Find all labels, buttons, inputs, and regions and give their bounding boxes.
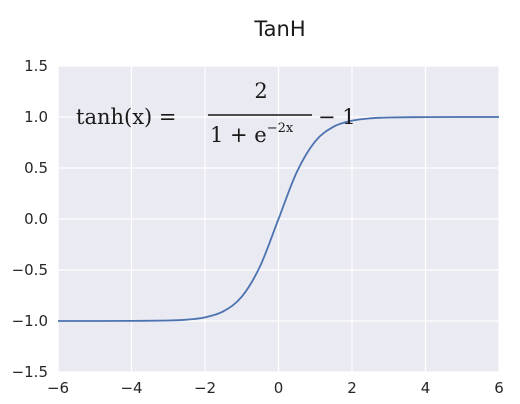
formula-lhs: tanh(x) = bbox=[76, 105, 177, 129]
y-axis-ticks: 1.5 1.0 0.5 0.0 −0.5 −1.0 −1.5 bbox=[12, 57, 48, 381]
y-tick-label: −1.0 bbox=[12, 312, 48, 330]
x-tick-label: 4 bbox=[421, 379, 431, 397]
tanh-curve bbox=[57, 116, 500, 322]
x-tick-label: −6 bbox=[47, 379, 69, 397]
x-tick-label: 2 bbox=[347, 379, 357, 397]
formula-denominator: 1 + e−2x bbox=[210, 121, 294, 147]
y-tick-label: 0.5 bbox=[24, 159, 48, 177]
x-axis-ticks: −6 −4 −2 0 2 4 6 bbox=[47, 379, 504, 397]
y-tick-label: 1.0 bbox=[24, 108, 48, 126]
formula-numerator: 2 bbox=[254, 79, 267, 103]
chart-title: TanH bbox=[253, 17, 305, 41]
x-tick-label: −2 bbox=[194, 379, 216, 397]
y-tick-label: 1.5 bbox=[24, 57, 48, 75]
formula-denominator-base: 1 + e bbox=[210, 123, 267, 147]
y-tick-label: −0.5 bbox=[12, 261, 48, 279]
y-tick-label: 0.0 bbox=[24, 210, 48, 228]
formula-tail: − 1 bbox=[318, 105, 356, 129]
x-tick-label: −4 bbox=[120, 379, 142, 397]
x-tick-label: 6 bbox=[494, 379, 504, 397]
x-tick-label: 0 bbox=[274, 379, 284, 397]
formula-denominator-exponent: −2x bbox=[267, 121, 294, 136]
formula-annotation: tanh(x) = 2 1 + e−2x − 1 bbox=[76, 79, 356, 147]
y-tick-label: −1.5 bbox=[12, 363, 48, 381]
